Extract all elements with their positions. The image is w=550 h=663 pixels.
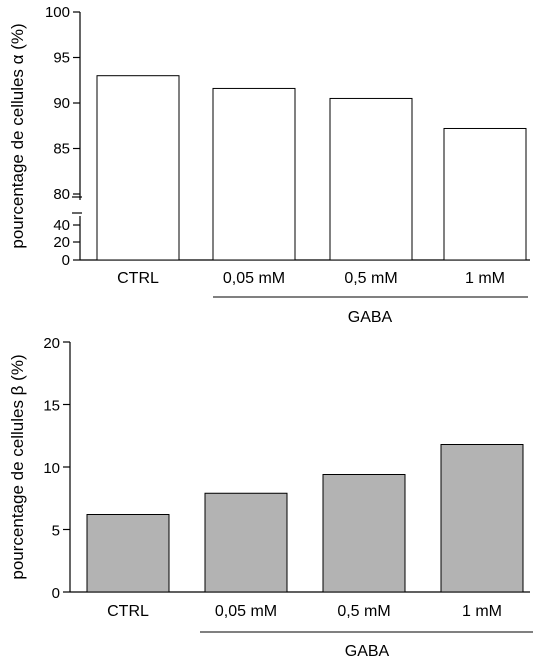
y-tick-label: 95 [53,50,70,67]
bar [329,97,413,261]
y-tick-label: 80 [53,186,70,203]
bar [212,87,296,261]
group-label: GABA [348,309,393,326]
bar [96,75,180,261]
y-tick-label: 40 [53,217,70,234]
y-tick-label: 100 [45,4,70,21]
x-tick-label: 1 mM [465,270,505,287]
bar [440,444,524,593]
group-label: GABA [345,643,390,660]
y-tick-label: 0 [62,252,70,269]
y-tick-label: 5 [52,523,60,540]
y-tick-label: 85 [53,141,70,158]
bar [322,474,406,593]
x-tick-label: 0,05 mM [223,270,285,287]
x-tick-label: 0,05 mM [215,603,277,620]
bar [86,514,170,593]
x-tick-label: CTRL [117,270,159,287]
y-axis-label: pourcentage de cellules β (%) [8,354,27,579]
bar [204,492,288,593]
x-tick-label: 0,5 mM [337,603,390,620]
y-tick-label: 15 [43,398,60,415]
y-axis-label: pourcentage de cellules α (%) [8,23,27,248]
x-tick-label: CTRL [107,603,149,620]
y-tick-label: 90 [53,95,70,112]
y-tick-label: 20 [53,234,70,251]
y-tick-label: 10 [43,460,60,477]
y-tick-label: 0 [52,585,60,602]
x-tick-label: 0,5 mM [344,270,397,287]
x-tick-label: 1 mM [462,603,502,620]
bar [443,127,527,261]
y-tick-label: 20 [43,335,60,352]
